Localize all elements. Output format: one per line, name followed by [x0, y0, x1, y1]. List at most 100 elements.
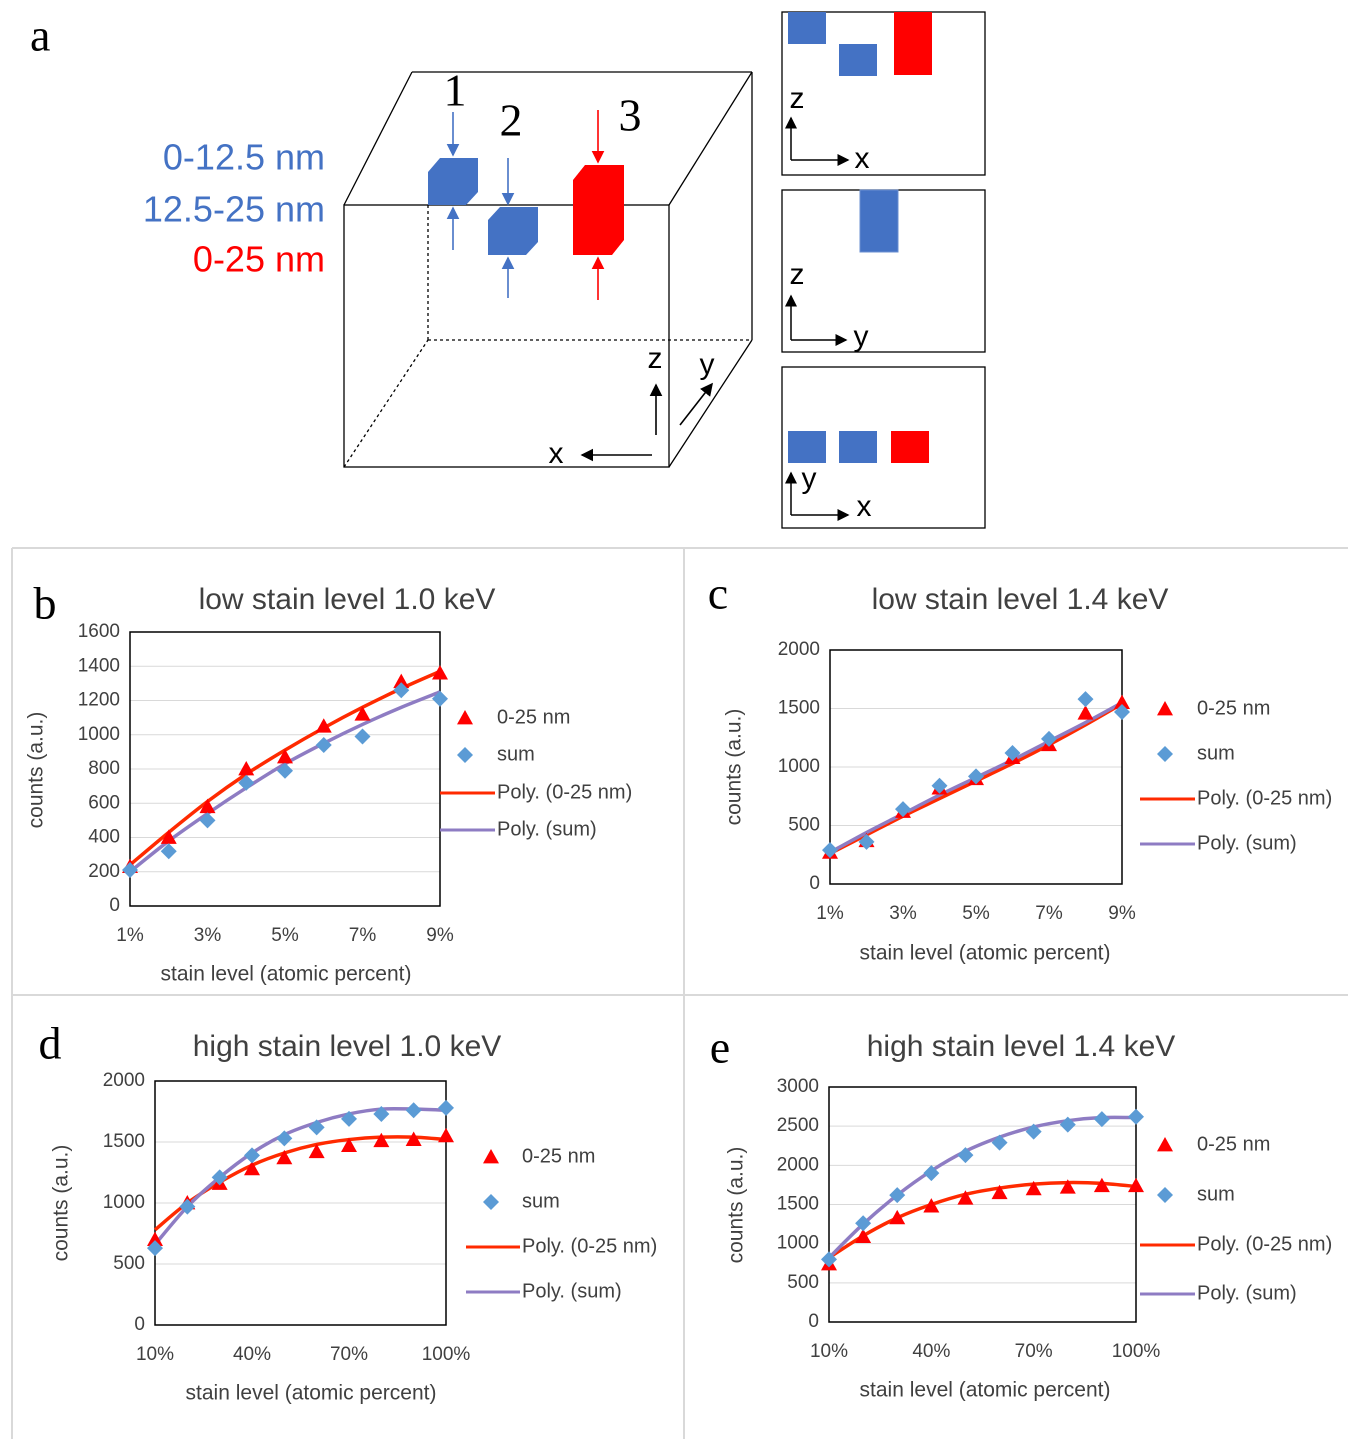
y-tick-label: 1600	[78, 621, 120, 642]
triangle-marker	[1025, 1180, 1042, 1196]
block	[428, 158, 478, 205]
triangle-marker	[393, 673, 410, 689]
chart-title: low stain level 1.4 keV	[872, 583, 1169, 616]
x-tick-label: 9%	[426, 925, 454, 946]
y-axis-label: counts (a.u.)	[50, 1145, 73, 1262]
diamond-marker	[179, 1198, 196, 1215]
diamond-marker	[147, 1240, 163, 1257]
chart: d high stain level 1.0 keV 0 500 1000 1500 200…	[39, 1018, 658, 1405]
axis-letter: y	[802, 462, 817, 495]
block-number: 2	[500, 95, 523, 146]
triangle-marker	[354, 706, 371, 721]
legend-swatch	[1157, 746, 1173, 762]
diamond-marker	[1025, 1123, 1042, 1140]
block-number: 3	[619, 90, 642, 141]
view-block	[859, 189, 899, 253]
chart: b low stain level 1.0 keV 0 200 400 600 800 100…	[25, 578, 633, 986]
triangle-marker	[957, 1190, 974, 1205]
diamond-marker	[1077, 691, 1094, 708]
diamond-marker	[822, 842, 838, 859]
diamond-marker	[957, 1147, 974, 1164]
diamond-marker	[1093, 1111, 1110, 1128]
y-tick-label: 600	[88, 792, 120, 813]
legend-label: Poly. (sum)	[1197, 1282, 1297, 1304]
panel-label: c	[708, 568, 728, 619]
view-block	[839, 44, 877, 76]
legend-label: Poly. (0-25 nm)	[1197, 787, 1332, 809]
triangle-marker	[341, 1137, 357, 1153]
triangle-marker	[923, 1198, 940, 1213]
diamond-marker	[199, 812, 216, 829]
panel-label: b	[34, 578, 57, 629]
view-block	[839, 431, 877, 463]
triangle-marker	[991, 1184, 1008, 1200]
view-block	[788, 12, 826, 44]
axis-letter: z	[790, 82, 805, 115]
diamond-marker	[858, 833, 875, 850]
diamond-marker	[1059, 1116, 1076, 1133]
diamond-marker	[1128, 1108, 1144, 1125]
y-tick-label: 800	[88, 758, 120, 779]
x-tick-label: 100%	[422, 1344, 471, 1365]
legend-label: 0-25 nm	[1197, 697, 1270, 719]
view-arrows	[785, 116, 850, 521]
legend-swatch	[1157, 701, 1173, 716]
y-tick-label: 1200	[78, 690, 120, 711]
triangle-marker	[244, 1160, 260, 1176]
triangle-marker	[1077, 705, 1094, 720]
diamond-marker	[244, 1147, 260, 1164]
legend-label: 0-25 nm	[1197, 1133, 1270, 1155]
x-tick-label: 7%	[1035, 903, 1063, 924]
legend-label: sum	[497, 743, 535, 765]
diamond-marker	[432, 690, 448, 707]
diamond-marker	[923, 1165, 940, 1182]
diamond-marker	[895, 801, 911, 818]
legend-label: 0-25 nm	[497, 706, 570, 728]
triangle-marker	[276, 1149, 293, 1165]
diamond-marker	[438, 1099, 454, 1116]
legend-label: Poly. (0-25 nm)	[1197, 1233, 1332, 1255]
diamond-marker	[315, 737, 332, 754]
y-tick-label: 500	[788, 815, 820, 836]
y-tick-label: 1400	[78, 655, 120, 676]
y-tick-label: 1500	[777, 1194, 819, 1215]
x-axis-label: stain level (atomic percent)	[186, 1382, 437, 1405]
axis-letter: y	[854, 320, 869, 353]
y-tick-label: 1000	[778, 756, 820, 777]
x-tick-label: 5%	[271, 925, 299, 946]
cube	[343, 71, 753, 468]
legend-label: Poly. (0-25 nm)	[497, 781, 632, 803]
x-axis-label: stain level (atomic percent)	[860, 942, 1111, 965]
triangle-marker	[889, 1209, 906, 1225]
x-tick-label: 70%	[1015, 1341, 1053, 1362]
y-tick-label: 0	[134, 1314, 145, 1335]
y-tick-label: 1000	[103, 1192, 145, 1213]
legend-swatch	[1157, 1187, 1173, 1203]
axis-letter: z	[790, 258, 805, 291]
chart: e high stain level 1.4 keV 0 500 1000 1500 200…	[710, 1022, 1332, 1402]
y-tick-label: 400	[88, 827, 120, 848]
depth-range: 0-12.5 nm	[163, 137, 325, 178]
triangle-marker	[160, 829, 177, 844]
triangle-marker	[438, 1127, 454, 1143]
view-block	[891, 431, 929, 463]
axis-letter: x	[549, 437, 564, 470]
y-tick-label: 200	[88, 861, 120, 882]
y-tick-label: 0	[808, 1311, 819, 1332]
plot-frame	[828, 1086, 1137, 1323]
diamond-marker	[931, 777, 948, 794]
legend-swatch	[457, 710, 473, 725]
axis-letter: x	[855, 142, 870, 175]
diamond-marker	[160, 843, 177, 860]
triangle-marker	[432, 665, 448, 680]
chart-title: high stain level 1.4 keV	[867, 1030, 1176, 1063]
diamond-marker	[211, 1169, 228, 1186]
triangle-marker	[238, 761, 255, 776]
diamond-marker	[393, 682, 410, 699]
panel-label: a	[30, 10, 50, 61]
diamond-marker	[1004, 744, 1021, 761]
panel-label: e	[710, 1022, 730, 1073]
block-number: 1	[444, 65, 467, 116]
